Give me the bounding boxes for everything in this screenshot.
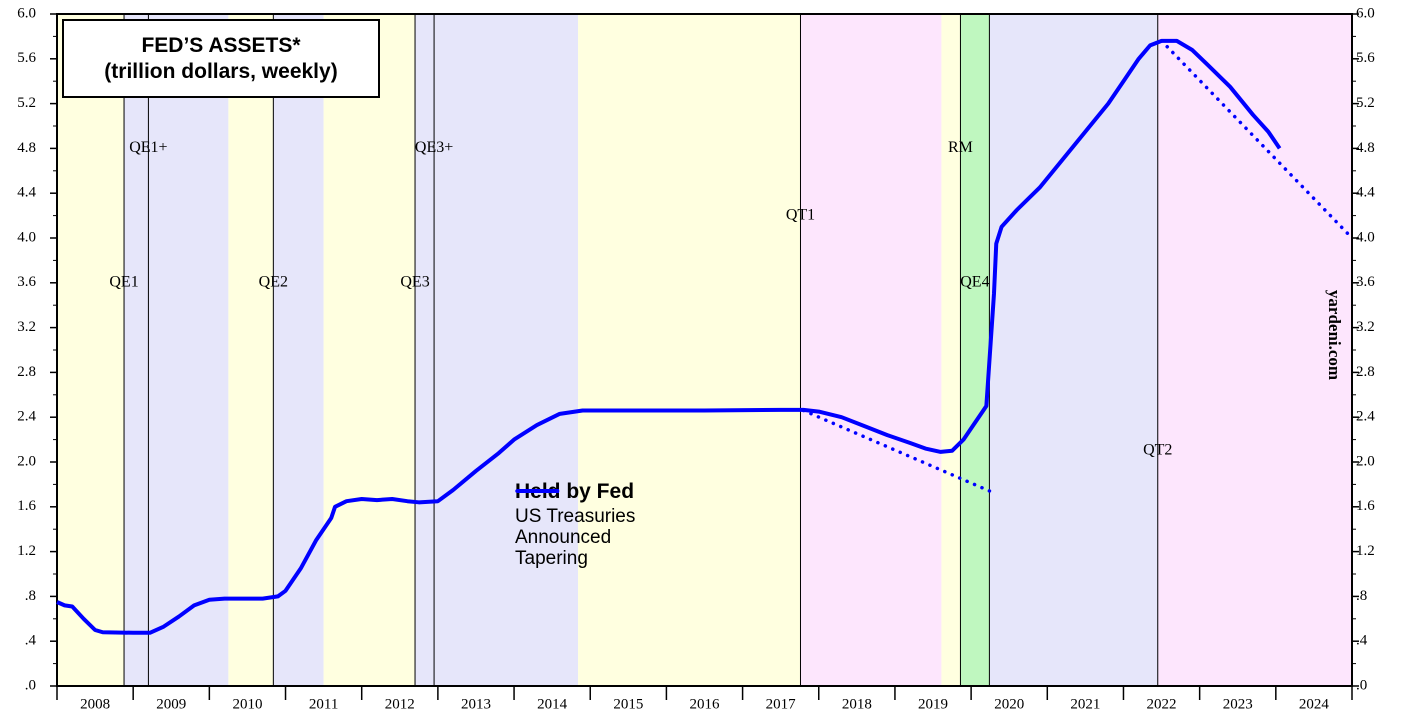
legend-item: US Treasuries xyxy=(515,489,645,527)
y2-tick-label: .8 xyxy=(1356,588,1367,604)
period-band xyxy=(800,14,942,686)
y2-tick-label: 3.2 xyxy=(1356,319,1375,335)
legend-label: US Treasuries xyxy=(515,506,636,527)
series-line xyxy=(56,38,1282,635)
y2-tick-label: 2.8 xyxy=(1356,364,1375,380)
y2-tick-label: 2.0 xyxy=(1356,453,1375,469)
period-band xyxy=(228,14,274,686)
chart-title: FED’S ASSETS* xyxy=(141,34,301,57)
period-band xyxy=(415,14,579,686)
period-band xyxy=(273,14,324,686)
y-tick-label: 5.6 xyxy=(17,50,36,66)
title-box: FED’S ASSETS* (trillion dollars, weekly) xyxy=(62,19,380,98)
x-tick-label: 2010 xyxy=(232,696,262,712)
y2-tick-label: 2.4 xyxy=(1356,409,1375,425)
y2-tick-label: 1.6 xyxy=(1356,498,1375,514)
y2-tick-label: 6.0 xyxy=(1356,5,1375,21)
event-label: QE1 xyxy=(109,273,138,290)
period-band xyxy=(124,14,229,686)
y2-tick-label: .4 xyxy=(1356,633,1368,649)
x-tick-label: 2022 xyxy=(1147,696,1177,712)
legend-swatch xyxy=(515,489,561,493)
y-tick-label: 5.2 xyxy=(17,95,36,111)
y2-tick-label: 4.0 xyxy=(1356,229,1375,245)
event-label: QE4 xyxy=(960,273,989,290)
y-tick-label: 2.4 xyxy=(17,409,36,425)
event-label: QT2 xyxy=(1143,441,1172,458)
chart-subtitle: (trillion dollars, weekly) xyxy=(104,60,338,83)
event-label: RM xyxy=(948,139,973,156)
y-tick-label: .0 xyxy=(25,677,36,693)
y-tick-label: 2.8 xyxy=(17,364,36,380)
x-tick-label: 2012 xyxy=(385,696,415,712)
y-tick-label: 4.0 xyxy=(17,229,36,245)
y-tick-label: 3.6 xyxy=(17,274,36,290)
event-label: QT1 xyxy=(786,206,815,223)
y-tick-label: 6.0 xyxy=(17,5,36,21)
y-tick-label: 2.0 xyxy=(17,453,36,469)
period-band xyxy=(1157,14,1352,686)
event-label: QE2 xyxy=(259,273,288,290)
legend-title: Held by Fed xyxy=(515,480,635,503)
y-tick-label: .4 xyxy=(25,633,37,649)
legend-item: Announced Tapering xyxy=(515,489,645,569)
x-tick-label: 2014 xyxy=(537,696,568,712)
y2-tick-label: 4.4 xyxy=(1356,185,1375,201)
x-tick-label: 2018 xyxy=(842,696,872,712)
watermark: yardeni.com xyxy=(1325,290,1344,380)
x-tick-label: 2020 xyxy=(994,696,1024,712)
y2-tick-label: .0 xyxy=(1356,677,1367,693)
y-tick-label: 1.2 xyxy=(17,543,36,559)
y-tick-label: .8 xyxy=(25,588,36,604)
y-tick-label: 3.2 xyxy=(17,319,36,335)
period-band xyxy=(57,14,125,686)
legend: Held by Fed US Treasuries Announced Taper… xyxy=(515,480,645,569)
event-label: QE3+ xyxy=(415,139,453,156)
period-band xyxy=(578,14,801,686)
y2-tick-label: 1.2 xyxy=(1356,543,1375,559)
period-band xyxy=(941,14,961,686)
legend-label: Announced Tapering xyxy=(515,527,612,569)
y2-tick-label: 3.6 xyxy=(1356,274,1375,290)
x-tick-label: 2015 xyxy=(613,696,643,712)
event-label: QE3 xyxy=(400,273,429,290)
x-tick-label: 2009 xyxy=(156,696,186,712)
y-tick-label: 4.4 xyxy=(17,185,36,201)
x-tick-label: 2013 xyxy=(461,696,491,712)
x-tick-label: 2011 xyxy=(309,696,338,712)
y-tick-label: 1.6 xyxy=(17,498,36,514)
x-tick-label: 2008 xyxy=(80,696,110,712)
series-line xyxy=(801,39,1354,494)
y-tick-label: 4.8 xyxy=(17,140,36,156)
y2-tick-label: 5.2 xyxy=(1356,95,1375,111)
x-tick-label: 2021 xyxy=(1070,696,1100,712)
x-tick-label: 2016 xyxy=(690,696,721,712)
y2-tick-label: 4.8 xyxy=(1356,140,1375,156)
y2-tick-label: 5.6 xyxy=(1356,50,1375,66)
period-band xyxy=(960,14,990,686)
x-tick-label: 2024 xyxy=(1299,696,1330,712)
period-band xyxy=(323,14,416,686)
x-tick-label: 2023 xyxy=(1223,696,1253,712)
period-band xyxy=(989,14,1158,686)
x-tick-label: 2017 xyxy=(766,696,797,712)
event-label: QE1+ xyxy=(129,139,167,156)
x-tick-label: 2019 xyxy=(918,696,948,712)
